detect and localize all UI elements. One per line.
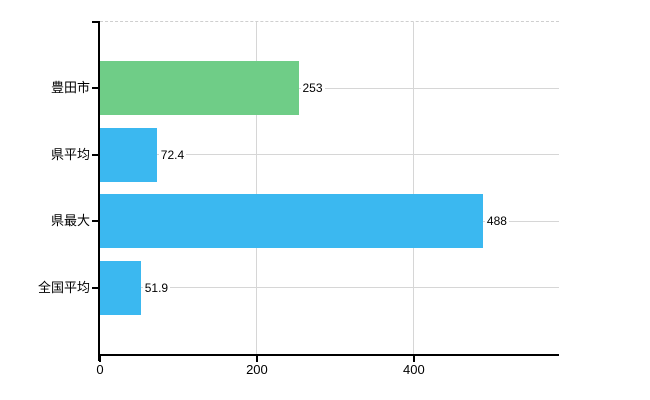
x-axis-line xyxy=(98,354,559,356)
bar-value-label: 488 xyxy=(484,213,509,230)
x-axis-tick xyxy=(255,356,258,362)
bar-value-label: 72.4 xyxy=(158,146,187,163)
horizontal-gridline xyxy=(100,287,559,289)
y-axis-top-tick xyxy=(92,21,100,23)
x-tick-label: 400 xyxy=(402,362,425,377)
horizontal-gridline xyxy=(100,87,559,89)
y-axis-tick xyxy=(92,153,100,156)
category-label: 県最大 xyxy=(50,213,90,229)
plot-area: 253 72.4 488 51.9 xyxy=(100,22,559,354)
x-tick-label: 200 xyxy=(246,362,268,377)
x-tick-label: 0 xyxy=(96,362,104,377)
bar xyxy=(100,260,141,315)
category-label: 豊田市 xyxy=(50,80,90,96)
x-axis-tick xyxy=(412,356,415,362)
plot-top-dashed-border xyxy=(100,21,559,22)
y-axis-tick xyxy=(92,286,100,289)
category-label: 全国平均 xyxy=(37,279,90,295)
category-label: 県平均 xyxy=(50,146,90,162)
bar-value-label: 51.9 xyxy=(142,279,171,296)
vertical-gridline xyxy=(256,22,258,354)
bar xyxy=(100,61,299,116)
x-axis-tick xyxy=(99,356,101,362)
y-axis-tick xyxy=(92,220,100,223)
vertical-gridline xyxy=(413,22,415,354)
y-axis-line xyxy=(98,22,100,361)
bar xyxy=(100,127,157,182)
y-axis-tick xyxy=(92,87,100,90)
bar xyxy=(100,194,483,249)
bar-value-label: 253 xyxy=(300,80,325,97)
horizontal-gridline xyxy=(100,154,559,156)
